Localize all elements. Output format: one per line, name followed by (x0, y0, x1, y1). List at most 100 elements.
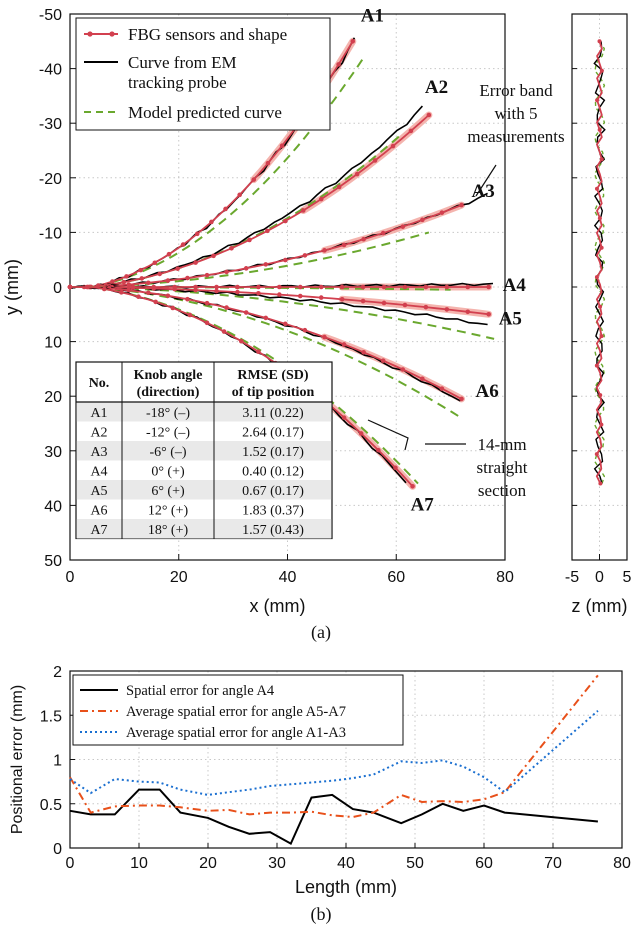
z-fbg-marker-4 (599, 68, 604, 73)
b-series-line-2 (69, 710, 599, 796)
table-cell-3-1: 0° (+) (151, 465, 185, 480)
fbg-marker-A5-30 (381, 300, 387, 306)
fbg-marker-A1-30 (279, 143, 285, 148)
fbg-marker-A7-8 (136, 294, 141, 299)
table-cell-2-2: 1.52 (0.17) (242, 445, 304, 460)
tick-label-y-6: 10 (44, 335, 62, 352)
b-tick-label-y-2: 1 (53, 753, 62, 770)
fbg-marker-A1-40 (350, 39, 356, 44)
fbg-marker-A1-8 (124, 274, 129, 279)
z-tick-label-x-1: 0 (595, 569, 604, 586)
fbg-marker-A4-36 (444, 284, 450, 290)
fbg-marker-A3-8 (146, 280, 151, 286)
fbg-marker-A6-28 (341, 342, 347, 347)
z-fbg-marker-8 (595, 98, 600, 103)
fbg-marker-A6-10 (165, 293, 171, 299)
fbg-marker-A4-30 (381, 284, 387, 290)
tick-label-x-0: 0 (66, 569, 75, 586)
fbg-marker-A3-26 (322, 248, 327, 253)
curve-label-A6: A6 (476, 381, 499, 402)
z-fbg-marker-40 (599, 334, 604, 339)
fbg-marker-A4-16 (235, 284, 240, 290)
fbg-marker-A6-6 (126, 288, 132, 293)
z-fbg-marker-20 (594, 186, 599, 191)
fbg-marker-A7-20 (238, 338, 244, 344)
z-fbg-marker-32 (594, 275, 599, 280)
tick-label-x-1: 20 (170, 569, 188, 586)
table-cell-3-2: 0.40 (0.12) (242, 465, 304, 480)
b-series-line-1 (69, 674, 599, 819)
fbg-marker-A3-36 (420, 217, 425, 223)
table-cell-0-1: -18° (–) (146, 406, 190, 421)
fbg-marker-A5-16 (235, 289, 240, 295)
table-cell-2-1: -6° (–) (149, 445, 186, 460)
fbg-marker-A2-18 (229, 245, 234, 251)
fbg-marker-A1-10 (138, 267, 143, 273)
table-cell-2-0: A3 (90, 445, 107, 460)
fbg-marker-A7-6 (119, 290, 124, 295)
fbg-marker-A5-18 (256, 290, 261, 296)
z-fbg-marker-12 (597, 127, 602, 132)
z-fbg-marker-52 (599, 422, 604, 427)
fbg-marker-A6-26 (322, 334, 327, 340)
b-tick-label-x-0: 0 (66, 855, 75, 872)
fbg-marker-A1-28 (265, 160, 271, 166)
fbg-marker-A1-20 (209, 219, 214, 225)
fbg-marker-A5-10 (172, 286, 177, 292)
fbg-marker-A1-18 (194, 231, 200, 237)
fbg-marker-A3-12 (185, 275, 190, 281)
x-axis-label-z: z (mm) (572, 596, 628, 616)
fbg-marker-A7-22 (256, 349, 261, 355)
fbg-marker-A3-30 (361, 236, 366, 242)
fbg-marker-A7-14 (187, 312, 193, 318)
fbg-marker-A5-34 (423, 304, 429, 310)
fbg-marker-A1-38 (336, 62, 341, 67)
fbg-marker-A3-18 (243, 266, 249, 271)
model-curve-A5 (70, 286, 495, 340)
annotation-straight-section: 14-mm straight section (477, 435, 528, 500)
fbg-marker-A5-14 (214, 288, 219, 294)
fbg-marker-A3-38 (439, 210, 445, 215)
fbg-marker-A7-18 (221, 329, 227, 334)
tick-label-y-2: -30 (39, 116, 62, 133)
fbg-marker-A7-4 (101, 286, 107, 292)
fbg-marker-A6-8 (146, 290, 151, 296)
axes-frame-b (69, 670, 623, 849)
z-fbg-marker-56 (594, 452, 599, 457)
fbg-marker-A2-6 (121, 279, 127, 285)
chart-a: 0 20 40 60 80 -50 -40 -30 -20 -10 0 10 20 30 40 50 x (mm… (2, 5, 565, 616)
tick-label-x-2: 40 (279, 569, 297, 586)
z-fbg-marker-16 (599, 157, 604, 162)
fbg-marker-A2-40 (426, 112, 432, 118)
fbg-marker-A2-36 (390, 143, 396, 149)
fbg-marker-A3-14 (204, 272, 210, 278)
panel-label-a: (a) (311, 622, 331, 643)
fbg-marker-A7-32 (341, 415, 347, 420)
b-tick-label-x-6: 60 (475, 855, 493, 872)
fbg-marker-A5-26 (339, 296, 345, 302)
b-series-line-0 (69, 788, 598, 846)
fbg-marker-A5-6 (130, 285, 136, 291)
table-cell-4-0: A5 (90, 484, 107, 499)
fbg-marker-A6-16 (224, 305, 229, 310)
fbg-marker-A7-0 (67, 284, 73, 290)
fbg-marker-A3-40 (459, 202, 464, 208)
fbg-marker-A4-28 (360, 284, 366, 290)
table-cell-1-0: A2 (90, 426, 107, 441)
z-fbg-marker-36 (598, 304, 603, 309)
tick-label-y-9: 40 (44, 498, 62, 515)
b-tick-label-x-2: 20 (199, 855, 217, 872)
fbg-marker-A7-38 (393, 465, 398, 471)
table-header-0: No. (89, 376, 110, 391)
curve-label-A7: A7 (411, 494, 435, 515)
tick-label-y-4: -10 (39, 225, 62, 242)
fbg-marker-A6-40 (459, 396, 464, 402)
fbg-marker-A3-10 (165, 278, 171, 283)
table-row-bg-6 (76, 519, 332, 539)
b-tick-label-x-5: 50 (406, 855, 424, 872)
fbg-marker-A2-10 (157, 271, 163, 277)
fbg-marker-A7-36 (376, 447, 381, 453)
b-legend-label-0: Spatial error for angle A4 (126, 683, 275, 699)
fbg-marker-A2-22 (265, 228, 270, 234)
table-row-bg-0 (76, 402, 332, 422)
